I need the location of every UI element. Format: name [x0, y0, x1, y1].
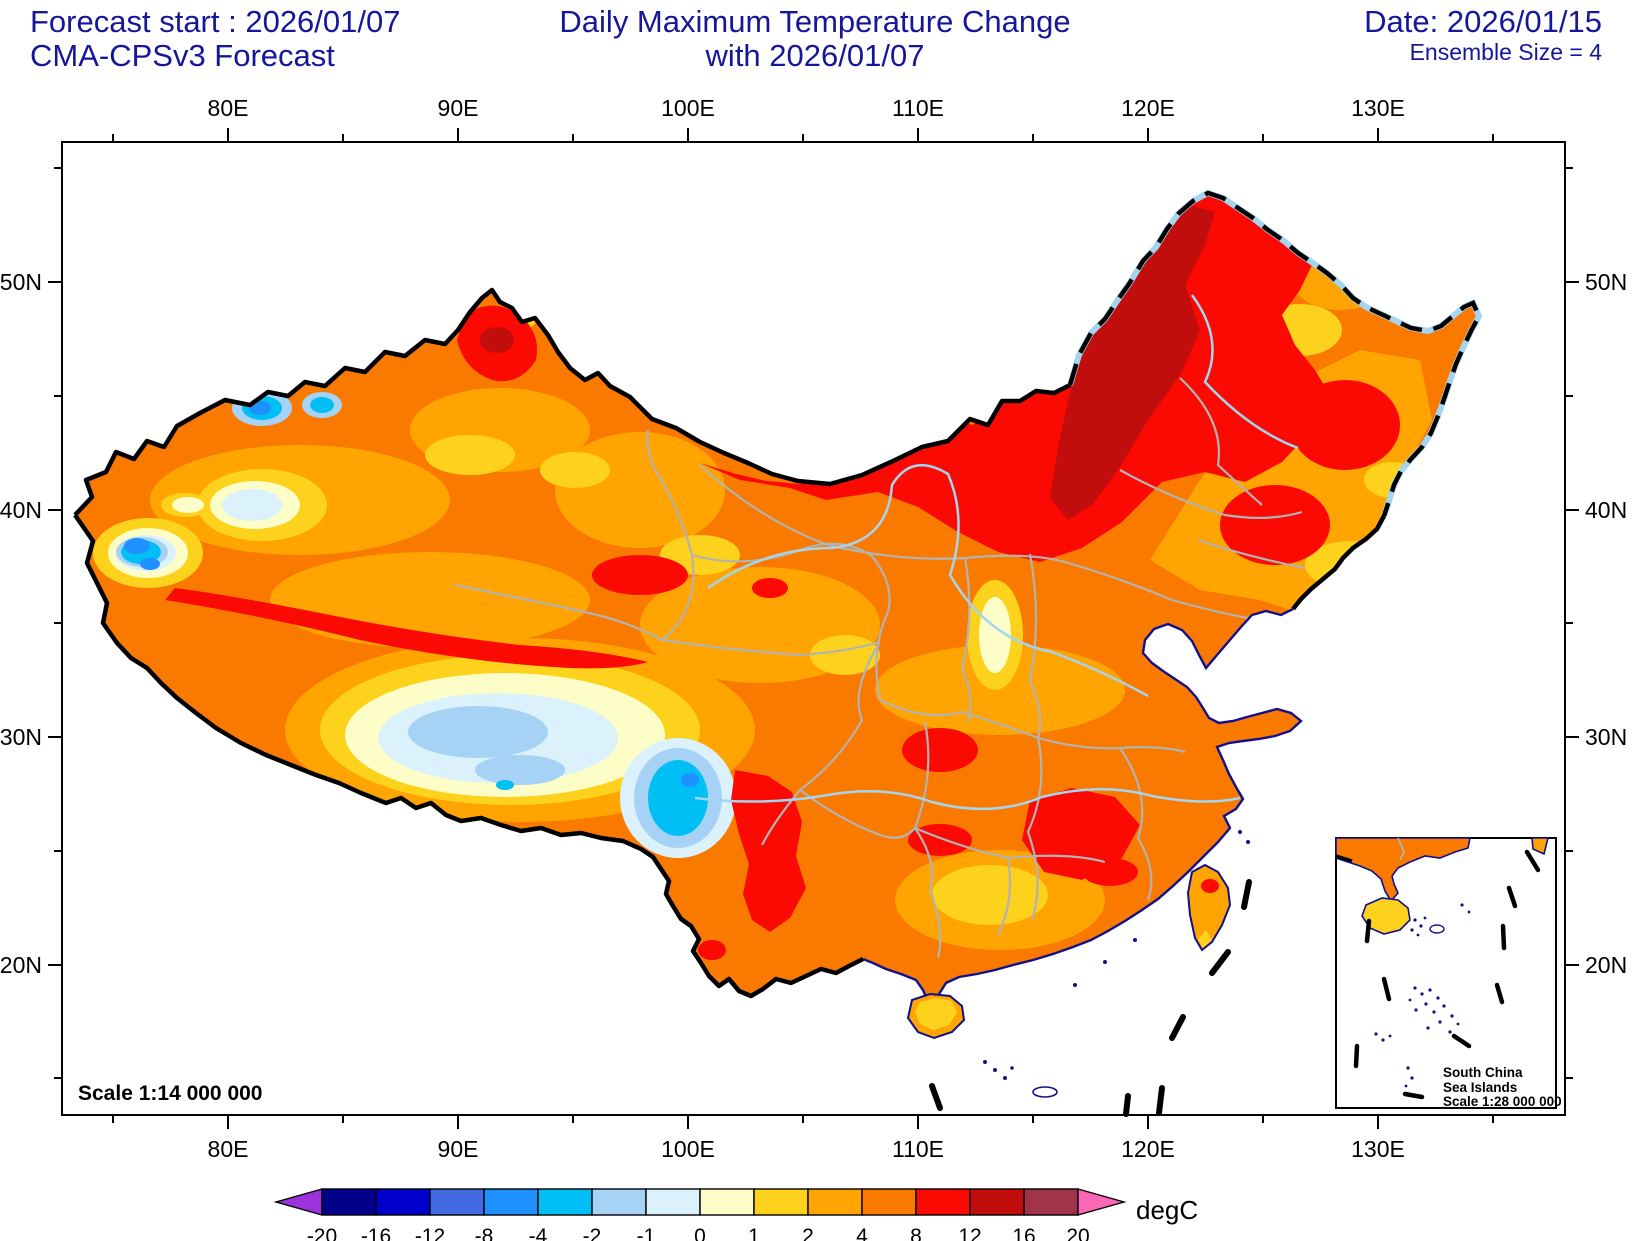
lat-label-right: 50N [1585, 269, 1627, 295]
lon-label-top: 90E [438, 95, 479, 121]
colorbar-segment [375, 1188, 431, 1216]
lon-label-bottom: 80E [208, 1136, 249, 1162]
colorbar-level-label: 4 [856, 1225, 868, 1241]
colorbar-segment [699, 1188, 755, 1216]
lon-label-bottom: 100E [661, 1136, 715, 1162]
colorbar-level-label: 1 [748, 1225, 760, 1241]
rivers [694, 294, 1299, 811]
colorbar-segment [915, 1188, 971, 1216]
map-scale-label: Scale 1:14 000 000 [78, 1082, 263, 1105]
colorbar-level-label: 0 [694, 1225, 706, 1241]
ensemble-size-label: Ensemble Size = 4 [1410, 39, 1603, 65]
colorbar-legend: -20 -16 -12 -8 -4 -2 -1 0 1 2 4 8 12 16 20 [273, 1188, 1127, 1241]
inset-taiwan [1531, 837, 1550, 856]
country-border-river-northeast [1067, 189, 1483, 517]
map-title-line1: Daily Maximum Temperature Change [559, 4, 1070, 39]
lon-label-top: 130E [1351, 95, 1405, 121]
axes: 80E 80E 90E 90E 100E 100E 110E 110E 120E 120E 130E… [0, 95, 1627, 1162]
colorbar-over-arrow [1077, 1188, 1127, 1216]
lon-label-bottom: 120E [1121, 1136, 1175, 1162]
country-border-tumen [1291, 514, 1386, 611]
colorbar-segment [483, 1188, 539, 1216]
lon-label-bottom: 90E [438, 1136, 479, 1162]
model-name-label: CMA-CPSv3 Forecast [30, 38, 335, 73]
province-borders [454, 377, 1306, 959]
valid-date-label: Date: 2026/01/15 [1364, 4, 1602, 39]
colorbar-level-label: 16 [1012, 1225, 1035, 1241]
forecast-start-label: Forecast start : 2026/01/07 [30, 4, 401, 39]
colorbar-level-label: -4 [529, 1225, 548, 1241]
colorbar-segment [807, 1188, 863, 1216]
colorbar-level-label: 2 [802, 1225, 814, 1241]
colorbar-segment [1023, 1188, 1079, 1216]
hainan-island [906, 992, 966, 1040]
small-islands [983, 830, 1250, 1098]
inset-mainland [1335, 837, 1471, 903]
lon-label-top: 120E [1121, 95, 1175, 121]
colorbar-segment [969, 1188, 1025, 1216]
colorbar-level-label: -1 [637, 1225, 656, 1241]
inset-title-line1: South China [1443, 1065, 1523, 1080]
colorbar-level-label: 8 [910, 1225, 922, 1241]
lon-label-bottom: 110E [892, 1136, 944, 1162]
taiwan-island [1186, 863, 1232, 952]
colorbar-segment [753, 1188, 809, 1216]
lon-label-bottom: 130E [1351, 1136, 1405, 1162]
south-china-sea-inset: South China Sea Islands Scale 1:28 000 0… [1335, 837, 1562, 1109]
colorbar-under-arrow [273, 1188, 323, 1216]
country-border-northwest [73, 287, 1072, 517]
colorbar-level-label: 20 [1066, 1225, 1089, 1241]
inset-title-line2: Sea Islands [1443, 1080, 1517, 1095]
coastline [862, 607, 1303, 1019]
inset-scale-label: Scale 1:28 000 000 [1443, 1094, 1562, 1109]
map-title-line2: with 2026/01/07 [705, 38, 925, 73]
colorbar-segment [645, 1188, 701, 1216]
lon-label-top: 110E [892, 95, 944, 121]
lat-label-right: 40N [1585, 497, 1627, 523]
colorbar-level-label: 12 [958, 1225, 981, 1241]
colorbar-level-label: -12 [415, 1225, 445, 1241]
country-border-southwest [73, 513, 865, 999]
colorbar-level-label: -8 [475, 1225, 494, 1241]
inset-islands [1374, 903, 1471, 1088]
colorbar-segment [861, 1188, 917, 1216]
colorbar-level-label: -20 [307, 1225, 337, 1241]
inset-nine-dash-line [1353, 849, 1541, 1100]
colorbar-level-label: -2 [583, 1225, 602, 1241]
lat-label-right: 20N [1585, 952, 1627, 978]
colorbar-unit-label: degC [1136, 1195, 1198, 1225]
colorbar-segment [429, 1188, 485, 1216]
lat-label-right: 30N [1585, 724, 1627, 750]
lat-label-left: 20N [0, 952, 42, 978]
lat-label-left: 30N [0, 724, 42, 750]
inset-hainan [1361, 897, 1411, 935]
nine-dash-line [929, 879, 1252, 1117]
colorbar-segment [537, 1188, 593, 1216]
lat-label-left: 40N [0, 497, 42, 523]
lon-label-top: 100E [661, 95, 715, 121]
lon-label-top: 80E [208, 95, 249, 121]
colorbar-segment [591, 1188, 647, 1216]
colorbar-level-label: -16 [361, 1225, 391, 1241]
lat-label-left: 50N [0, 269, 42, 295]
colorbar-segment [321, 1188, 377, 1216]
